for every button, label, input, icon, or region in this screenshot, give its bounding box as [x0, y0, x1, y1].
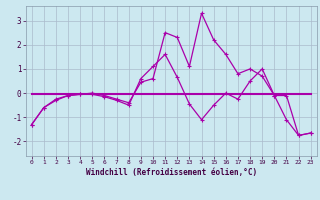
X-axis label: Windchill (Refroidissement éolien,°C): Windchill (Refroidissement éolien,°C)	[86, 168, 257, 177]
